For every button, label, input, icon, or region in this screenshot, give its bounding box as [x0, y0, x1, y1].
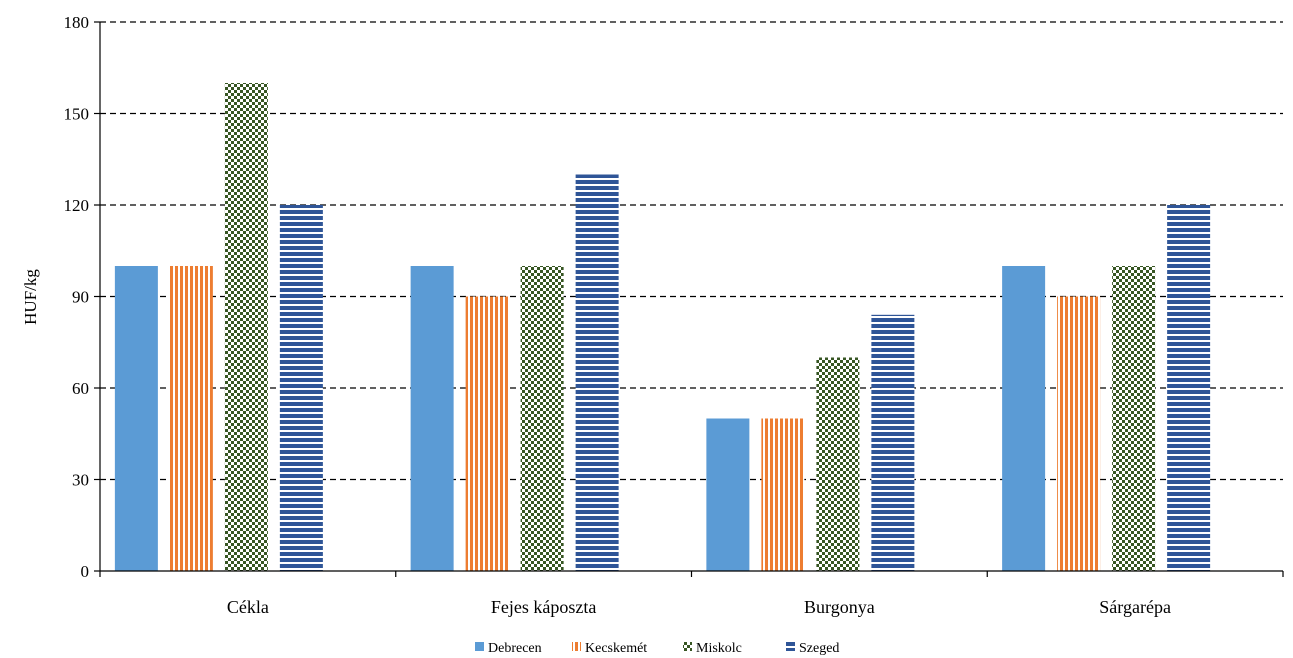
y-tick-label: 30 — [72, 471, 89, 490]
y-tick-label: 60 — [72, 379, 89, 398]
bar-szeged-2 — [871, 314, 915, 571]
bar-debrecen-3 — [1002, 266, 1046, 571]
x-category-labels: Cékla Fejes káposzta Burgonya Sárgarépa — [227, 597, 1171, 617]
legend-swatch-debrecen — [475, 642, 484, 651]
legend-label: Kecskemét — [585, 641, 647, 656]
bar-szeged-0 — [279, 205, 323, 571]
legend-swatch-szeged — [786, 642, 795, 651]
bar-miskolc-1 — [520, 266, 564, 571]
category-label: Sárgarépa — [1099, 597, 1171, 617]
category-label: Cékla — [227, 597, 269, 617]
gridlines — [100, 21, 1283, 481]
bar-kecskemét-1 — [465, 296, 509, 571]
y-axis-title: HUF/kg — [21, 269, 40, 325]
y-tick-label: 150 — [64, 105, 90, 124]
category-label: Burgonya — [804, 597, 875, 617]
legend-label: Debrecen — [488, 641, 542, 656]
y-tick-label: 0 — [81, 562, 90, 581]
bar-miskolc-3 — [1112, 266, 1156, 571]
legend-swatch-miskolc — [683, 642, 692, 651]
legend-label: Miskolc — [696, 641, 742, 656]
y-tick-label: 180 — [64, 13, 90, 32]
y-tick-labels: 0 30 60 90 120 150 180 — [64, 13, 90, 581]
bar-szeged-1 — [575, 174, 619, 571]
bar-kecskemét-2 — [761, 418, 805, 571]
legend: Debrecen Kecskemét Miskolc Szeged — [475, 641, 839, 656]
category-label: Fejes káposzta — [491, 597, 596, 617]
axes — [94, 21, 1284, 577]
bar-miskolc-2 — [816, 357, 860, 571]
bar-debrecen-1 — [410, 266, 454, 571]
y-tick-label: 120 — [64, 196, 90, 215]
y-tick-label: 90 — [72, 288, 89, 307]
legend-swatch-kecskemét — [572, 642, 581, 651]
bar-kecskemét-0 — [169, 266, 213, 571]
bar-szeged-3 — [1167, 205, 1211, 571]
bars-group — [114, 83, 1211, 571]
bar-debrecen-2 — [706, 418, 750, 571]
bar-debrecen-0 — [114, 266, 158, 571]
legend-label: Szeged — [799, 641, 839, 656]
bar-kecskemét-3 — [1057, 296, 1101, 571]
bar-miskolc-0 — [224, 83, 268, 571]
